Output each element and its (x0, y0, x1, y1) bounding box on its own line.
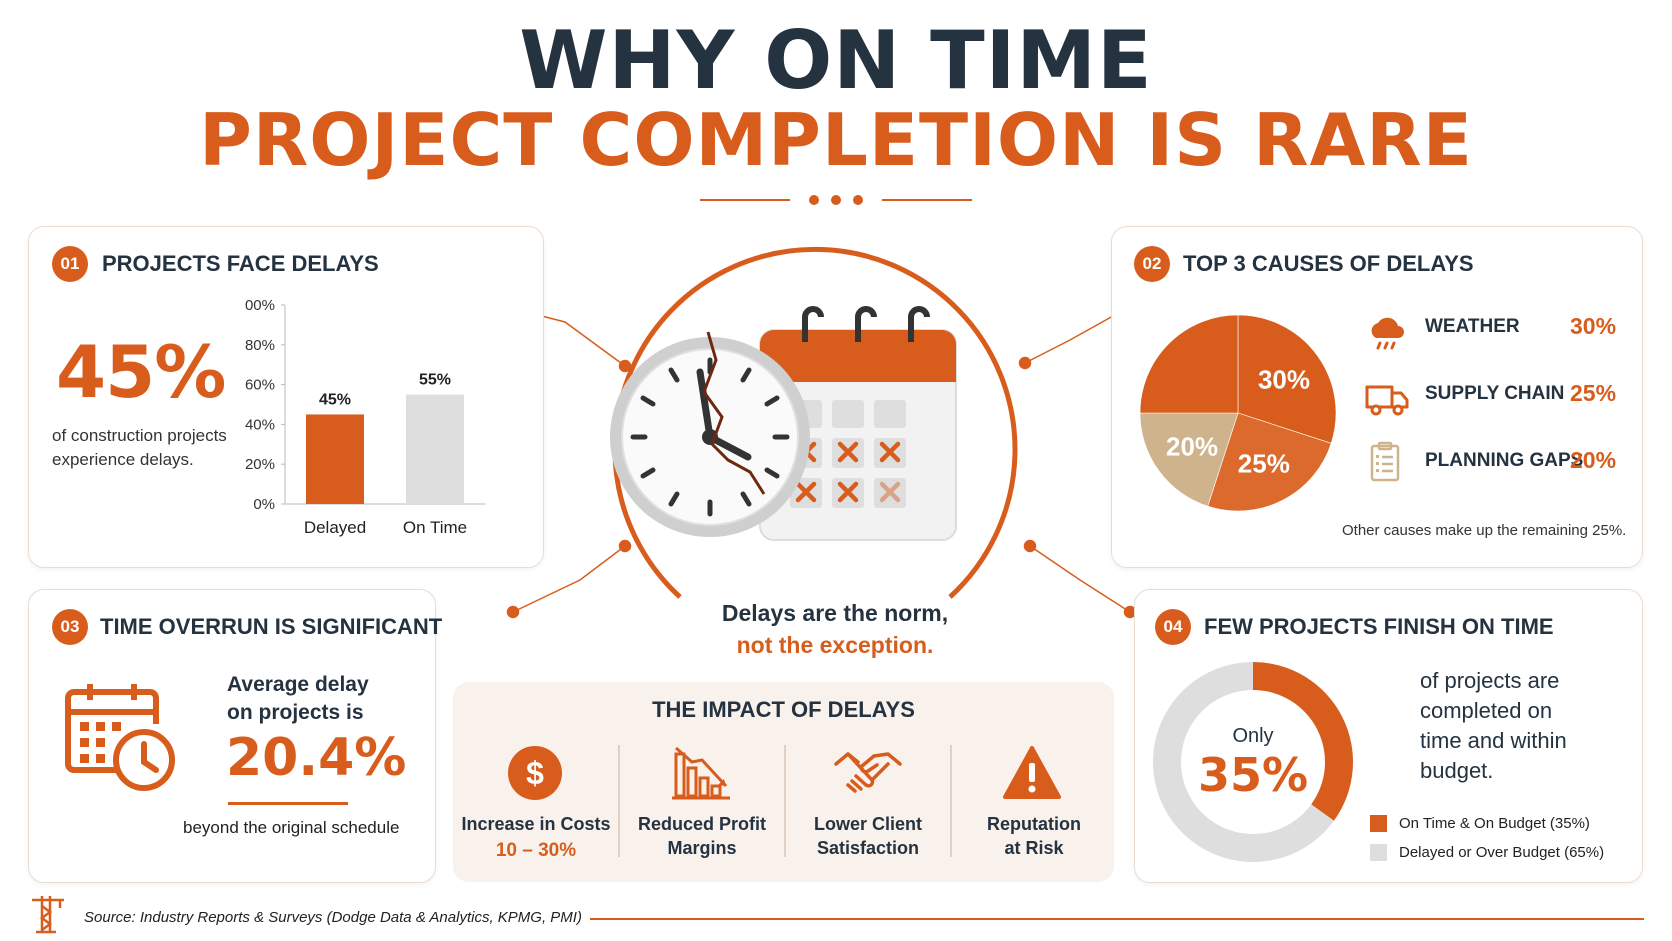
title-line-1: WHY ON TIME (519, 14, 1153, 107)
handshake-icon (833, 746, 903, 800)
center-line-2: not the exception. (736, 632, 934, 658)
other-causes-note: Other causes make up the remaining 25%. (1342, 522, 1627, 539)
bar-y-tick-label: 0% (253, 496, 275, 513)
legend-swatch-on-time (1370, 815, 1387, 832)
bar-y-tick-label: 80% (245, 337, 275, 354)
panel-title-time-overrun: TIME OVERRUN IS SIGNIFICANT (100, 614, 443, 639)
bar-data-label: 45% (319, 391, 351, 408)
pie-slice-label: 25% (1238, 449, 1290, 479)
impact-costs-value: 10 – 30% (495, 840, 577, 861)
broken-clock-icon (610, 331, 810, 537)
cause-label-weather: WEATHER (1425, 316, 1520, 337)
pie-slice-label: 30% (1258, 365, 1310, 395)
center-line-1: Delays are the norm, (721, 600, 949, 626)
few-finish-desc-line-3: time and within (1420, 728, 1567, 753)
cause-value-supply-chain: 25% (1570, 380, 1617, 406)
causes-pie-chart: 30% 25% 20% (1139, 314, 1337, 512)
overrun-line-1: Average delay (227, 673, 369, 696)
overrun-line-2: on projects is (227, 701, 364, 724)
overrun-value: 20.4% (226, 728, 407, 788)
panel-title-projects-face-delays: PROJECTS FACE DELAYS (102, 251, 379, 276)
donut-center-value: 35% (1197, 748, 1309, 802)
source-note: Source: Industry Reports & Surveys (Dodg… (84, 909, 582, 926)
impact-satisfaction-line-1: Lower Client (813, 814, 922, 834)
impact-divider (618, 745, 620, 857)
title-divider (700, 195, 972, 205)
bar-y-tick-label: 100% (245, 297, 275, 314)
center-illustration (610, 246, 1018, 599)
panel-number-01: 01 (52, 246, 88, 282)
panel-title-few-finish: FEW PROJECTS FINISH ON TIME (1204, 614, 1554, 639)
impact-reputation-line-1: Reputation (987, 814, 1081, 834)
calendar-clock-icon (62, 678, 180, 796)
bar-y-tick-label: 60% (245, 377, 275, 394)
cause-value-planning-gaps: 20% (1570, 447, 1617, 473)
cause-label-supply-chain: SUPPLY CHAIN (1425, 383, 1565, 404)
crane-icon (28, 892, 68, 934)
impact-reputation-line-2: at Risk (1004, 838, 1064, 858)
panel-number-04: 04 (1155, 609, 1191, 645)
warning-icon (1002, 745, 1062, 801)
delay-bar-chart: 0% 20% 40% 60% 80% 100% 45% Delayed 55% On Time (245, 297, 485, 537)
title-line-2: PROJECT COMPLETION IS RARE (199, 98, 1473, 182)
pie-slice-supply-chain (1207, 412, 1332, 512)
bar-delayed (306, 414, 364, 504)
bar-category-label: Delayed (304, 518, 366, 537)
cause-label-planning-gaps: PLANNING GAPS (1425, 450, 1584, 471)
pie-slice-weather (1237, 314, 1337, 444)
delay-description-line-2: experience delays. (52, 450, 194, 469)
overrun-underline (228, 802, 348, 805)
impact-divider (950, 745, 952, 857)
bar-category-label: On Time (403, 518, 467, 537)
bar-y-tick-label: 20% (245, 456, 275, 473)
bar-y-tick-label: 40% (245, 416, 275, 433)
few-finish-desc-line-1: of projects are (1420, 668, 1560, 693)
pie-slice-other (1139, 314, 1239, 414)
legend-swatch-delayed (1370, 844, 1387, 861)
panel-number-02: 02 (1134, 246, 1170, 282)
legend-label-on-time: On Time & On Budget (35%) (1399, 815, 1590, 832)
delayed-percentage: 45% (56, 330, 226, 414)
donut-segment-on-time-on-budget (1253, 662, 1353, 821)
on-time-donut-chart (1153, 662, 1353, 862)
donut-segment-delayed-or-over-budget (1153, 662, 1334, 862)
few-finish-desc-line-2: completed on (1420, 698, 1553, 723)
impact-title: THE IMPACT OF DELAYS (652, 697, 915, 722)
legend-label-delayed: Delayed or Over Budget (65%) (1399, 844, 1605, 861)
pie-slice-planning-gaps (1139, 412, 1239, 507)
impact-profit-line-2: Margins (667, 838, 737, 858)
panel-title-top-causes: TOP 3 CAUSES OF DELAYS (1183, 251, 1474, 276)
panel-number-03: 03 (52, 609, 88, 645)
few-finish-desc-line-4: budget. (1420, 758, 1494, 783)
impact-costs-label: Increase in Costs (461, 814, 611, 834)
declining-chart-icon (670, 744, 732, 802)
footer-line (590, 918, 1644, 920)
overrun-caption: beyond the original schedule (183, 818, 400, 837)
weather-icon (1364, 308, 1410, 354)
pie-slice-label: 20% (1166, 431, 1218, 461)
impact-satisfaction-line-2: Satisfaction (816, 838, 920, 858)
impact-profit-line-1: Reduced Profit (637, 814, 766, 834)
dollar-icon: $ (507, 745, 563, 801)
clipboard-icon (1366, 440, 1412, 486)
delay-description-line-1: of construction projects (52, 426, 227, 445)
donut-only-label: Only (1232, 725, 1274, 747)
panel-time-overrun (28, 589, 436, 883)
bar-data-label: 55% (419, 372, 451, 389)
svg-text:$: $ (526, 755, 544, 791)
impact-panel (453, 682, 1114, 882)
calendar-icon (759, 306, 957, 541)
bar-on-time (406, 394, 464, 504)
impact-divider (784, 745, 786, 857)
cause-value-weather: 30% (1570, 313, 1617, 339)
truck-icon (1364, 375, 1410, 421)
